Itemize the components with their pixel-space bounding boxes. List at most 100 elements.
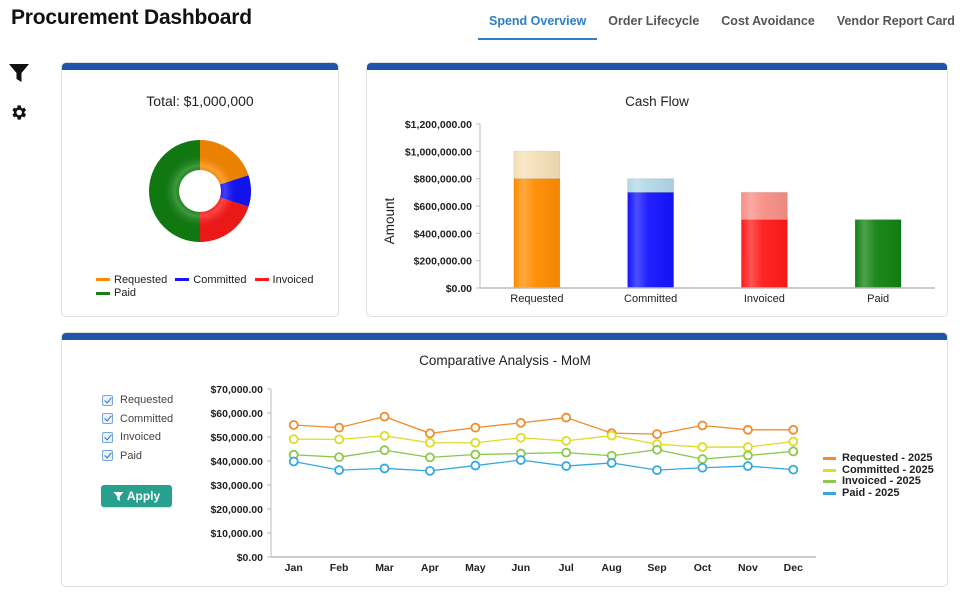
data-point-invoiced-2025[interactable] — [425, 452, 435, 463]
y-tick-label: $1,000,000.00 — [405, 146, 472, 158]
data-point-committed-2025[interactable] — [470, 437, 481, 448]
data-point-requested-2025[interactable] — [561, 412, 572, 423]
data-point-paid-2025[interactable] — [425, 465, 435, 476]
tab-vendor-report-card[interactable]: Vendor Report Card — [836, 14, 955, 28]
bar-paid-base[interactable] — [854, 219, 902, 289]
legend-swatch — [823, 468, 836, 472]
x-tick-label: Apr — [421, 562, 439, 574]
data-point-invoiced-2025[interactable] — [742, 450, 753, 461]
filter-paid[interactable]: Paid — [102, 447, 173, 466]
legend-item-paid[interactable]: Paid — [96, 287, 136, 299]
data-point-paid-2025[interactable] — [334, 465, 345, 476]
y-tick-label: $50,000.00 — [210, 432, 263, 444]
legend-item-requested-2025[interactable]: Requested - 2025 — [823, 452, 934, 465]
data-point-paid-2025[interactable] — [288, 456, 299, 467]
bar-invoiced-stage[interactable] — [740, 191, 788, 221]
legend-item-paid-2025[interactable]: Paid - 2025 — [823, 487, 934, 500]
data-point-paid-2025[interactable] — [606, 458, 617, 468]
filter-requested[interactable]: Requested — [102, 391, 173, 410]
data-point-requested-2025[interactable] — [788, 424, 799, 435]
y-tick-label: $800,000.00 — [414, 174, 473, 186]
data-point-committed-2025[interactable] — [334, 434, 345, 445]
filter-invoiced[interactable]: Invoiced — [102, 428, 173, 447]
comparative-analysis-card: Requested Committed Invoiced Paid Apply … — [61, 332, 948, 587]
donut-legend: Requested Committed Invoiced Paid — [96, 272, 326, 299]
tab-order-lifecycle[interactable]: Order Lifecycle — [608, 14, 700, 28]
comparative-analysis-chart: Comparative Analysis - MoM $0.00 $10,000.… — [210, 353, 816, 574]
data-point-paid-2025[interactable] — [652, 465, 662, 476]
donut-slice-paid[interactable] — [149, 140, 200, 242]
data-point-paid-2025[interactable] — [697, 462, 708, 473]
data-point-invoiced-2025[interactable] — [788, 446, 799, 457]
y-axis-title: Amount — [382, 197, 397, 244]
data-point-invoiced-2025[interactable] — [652, 444, 662, 455]
x-tick-label: Jul — [559, 562, 574, 574]
legend-item-committed-2025[interactable]: Committed - 2025 — [823, 464, 934, 477]
data-point-paid-2025[interactable] — [515, 455, 526, 465]
checkbox-invoiced[interactable] — [102, 431, 113, 443]
legend-item-invoiced-2025[interactable]: Invoiced - 2025 — [823, 475, 934, 488]
gear-icon[interactable] — [9, 103, 28, 122]
data-point-invoiced-2025[interactable] — [379, 445, 390, 456]
data-point-paid-2025[interactable] — [470, 460, 481, 471]
spend-total-card: Total: $1,000,000 Requested Committed In… — [61, 62, 339, 317]
data-point-requested-2025[interactable] — [470, 422, 481, 433]
legend-item-committed[interactable]: Committed — [175, 274, 246, 286]
x-tick-label: May — [465, 562, 486, 574]
data-point-committed-2025[interactable] — [788, 436, 799, 447]
filter-icon[interactable] — [8, 62, 30, 84]
tab-spend-overview[interactable]: Spend Overview — [478, 14, 598, 40]
tab-cost-avoidance[interactable]: Cost Avoidance — [721, 14, 815, 28]
data-point-committed-2025[interactable] — [515, 432, 526, 443]
bar-requested-base[interactable] — [513, 178, 561, 289]
data-point-committed-2025[interactable] — [561, 435, 572, 446]
checkbox-committed[interactable] — [102, 413, 113, 425]
x-tick-label: Dec — [784, 562, 803, 574]
x-tick-label: Oct — [694, 562, 712, 574]
data-point-requested-2025[interactable] — [697, 420, 708, 431]
data-point-committed-2025[interactable] — [742, 442, 753, 452]
filter-committed[interactable]: Committed — [102, 410, 173, 429]
bar-requested-stage[interactable] — [513, 150, 561, 180]
data-point-invoiced-2025[interactable] — [697, 454, 708, 464]
data-point-requested-2025[interactable] — [288, 420, 299, 430]
data-point-invoiced-2025[interactable] — [470, 449, 481, 460]
legend-swatch — [175, 278, 190, 281]
data-point-paid-2025[interactable] — [379, 463, 390, 474]
data-point-requested-2025[interactable] — [334, 422, 345, 433]
y-tick-label: $0.00 — [446, 283, 472, 295]
legend-swatch — [823, 491, 836, 495]
data-point-invoiced-2025[interactable] — [334, 452, 345, 463]
data-point-requested-2025[interactable] — [379, 411, 390, 422]
legend-label: Invoiced — [272, 273, 314, 286]
data-point-paid-2025[interactable] — [742, 461, 753, 471]
checkbox-paid[interactable] — [102, 450, 113, 462]
data-point-requested-2025[interactable] — [515, 417, 526, 428]
data-point-invoiced-2025[interactable] — [561, 447, 572, 458]
legend-item-requested[interactable]: Requested — [96, 274, 167, 286]
data-point-requested-2025[interactable] — [742, 424, 753, 435]
data-point-requested-2025[interactable] — [425, 428, 435, 439]
data-point-paid-2025[interactable] — [561, 461, 572, 471]
data-point-requested-2025[interactable] — [652, 429, 662, 440]
legend-label: Paid — [114, 287, 137, 299]
data-point-committed-2025[interactable] — [697, 442, 708, 452]
data-point-committed-2025[interactable] — [425, 437, 435, 448]
checkbox-requested[interactable] — [102, 394, 113, 406]
data-point-committed-2025[interactable] — [379, 430, 390, 441]
tab-bar: Spend Overview Order Lifecycle Cost Avoi… — [478, 14, 960, 40]
x-tick-label: Jan — [285, 562, 303, 574]
legend-item-invoiced[interactable]: Invoiced — [254, 273, 314, 286]
bar-invoiced-base[interactable] — [740, 219, 788, 289]
donut-total-label: Total: $1,000,000 — [146, 93, 254, 109]
apply-button[interactable]: Apply — [101, 485, 172, 507]
bar-committed-stage[interactable] — [627, 178, 675, 193]
data-point-committed-2025[interactable] — [288, 434, 299, 445]
y-tick-label: $400,000.00 — [414, 228, 473, 240]
y-tick-label: $1,200,000.00 — [405, 119, 472, 131]
bar-committed-base[interactable] — [627, 191, 675, 289]
data-point-committed-2025[interactable] — [606, 430, 617, 441]
x-tick-label: Jun — [511, 562, 530, 574]
x-tick-label: Mar — [375, 562, 394, 574]
data-point-paid-2025[interactable] — [788, 464, 799, 475]
